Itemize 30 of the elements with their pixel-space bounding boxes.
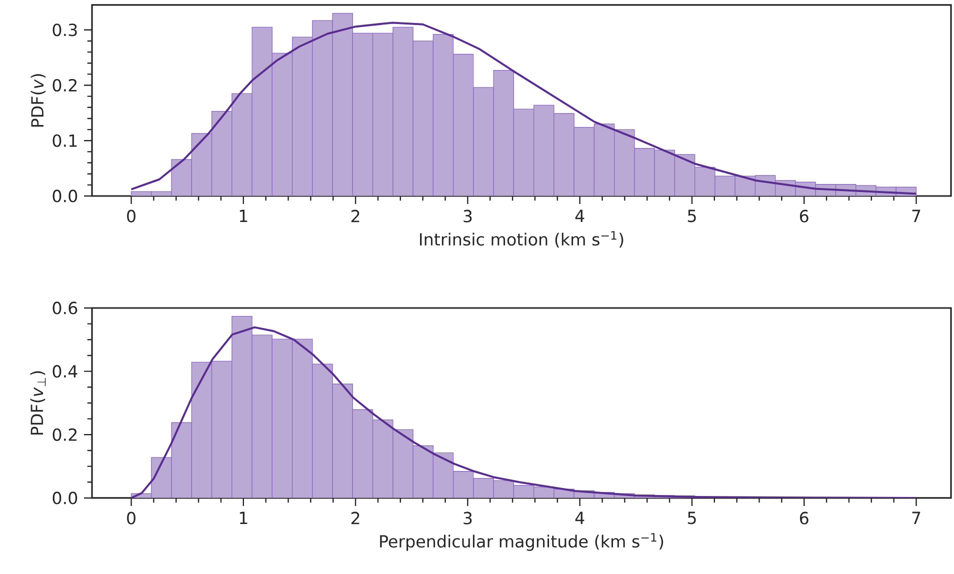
x-tick-label: 7: [912, 210, 920, 222]
y-tick-label: 0.3: [52, 24, 77, 36]
y-tick-label: 0.6: [52, 302, 78, 314]
x-tick-label: 6: [800, 512, 808, 524]
x-tick-label: 4: [575, 512, 584, 524]
x-axis-title: Intrinsic motion (km s$^{−1}$): [420, 231, 624, 248]
x-axis-title: Perpendicular magnitude (km s$^{−1}$): [380, 533, 664, 551]
x-tick-label: 3: [464, 210, 472, 222]
y-axis-title: PDF(v$_{⊥}$): [30, 371, 46, 435]
y-tick-label: 0.0: [52, 492, 78, 504]
x-tick-label: 1: [240, 512, 248, 524]
x-tick-label: 2: [351, 210, 360, 222]
x-tick-label: 5: [688, 210, 696, 222]
x-tick-label: 2: [351, 512, 360, 524]
x-tick-label: 1: [240, 210, 248, 222]
y-tick-label: 0.2: [52, 428, 77, 441]
line-series: [130, 22, 918, 195]
x-tick-label: 6: [800, 210, 808, 222]
x-tick-label: 0: [127, 512, 136, 524]
y-tick-label: 0.2: [52, 78, 77, 92]
x-tick-label: 3: [464, 512, 472, 524]
x-tick-label: 0: [127, 210, 136, 222]
y-tick-label: 0.4: [52, 365, 78, 378]
y-tick-label: 0.1: [52, 134, 77, 147]
x-tick-label: 7: [912, 512, 920, 524]
y-tick-label: 0.0: [52, 190, 78, 202]
x-tick-label: 5: [688, 512, 696, 524]
line-series: [130, 326, 918, 498]
x-tick-label: 4: [575, 210, 584, 222]
y-axis-title: PDF(v): [30, 74, 46, 127]
